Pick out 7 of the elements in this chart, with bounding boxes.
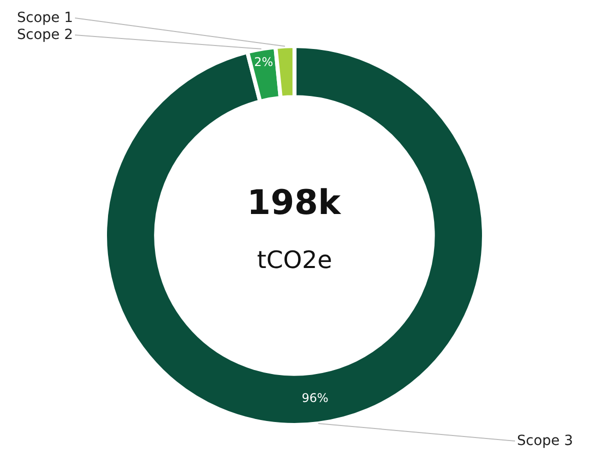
text: tCO2e [257, 246, 332, 274]
slice-label: Scope 3 [517, 433, 574, 449]
slice-label: Scope 1 [17, 10, 74, 26]
data-label: 96% [302, 391, 328, 406]
data-label: 2% [254, 54, 274, 69]
slice-label: Scope 2 [17, 27, 74, 43]
text: 198k [247, 183, 342, 223]
